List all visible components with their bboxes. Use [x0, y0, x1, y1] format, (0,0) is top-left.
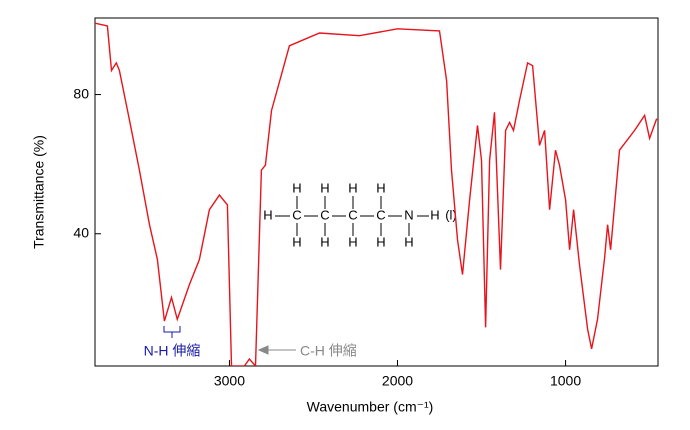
plot-frame: [94, 17, 659, 367]
x-tick-label: 1000: [550, 373, 581, 389]
atom: H: [292, 234, 301, 249]
atom: H: [348, 180, 357, 195]
atom: C: [348, 207, 357, 222]
ch-annotation: C-H 伸縮: [300, 343, 357, 359]
y-tick-label: 80: [73, 85, 89, 101]
atom: N: [404, 207, 413, 222]
ch-arrow: [257, 345, 296, 355]
x-tick-label: 3000: [214, 373, 245, 389]
y-tick-label: 40: [73, 224, 89, 240]
atom: H: [404, 234, 413, 249]
atom: H: [430, 207, 439, 222]
atom: C: [376, 207, 385, 222]
atom: H: [320, 180, 329, 195]
nh-annotation: N-H 伸縮: [144, 343, 201, 359]
y-axis-label: Transmittance (%): [31, 135, 47, 249]
x-tick-label: 2000: [382, 373, 413, 389]
atom: H: [376, 180, 385, 195]
molecule-state: (l): [445, 207, 457, 222]
nh-bracket: [163, 326, 181, 338]
atom: H: [376, 234, 385, 249]
atom: C: [292, 207, 301, 222]
atom: H: [292, 180, 301, 195]
atom: C: [320, 207, 329, 222]
x-axis-label: Wavenumber (cm⁻¹): [307, 399, 434, 415]
atom: H: [263, 207, 272, 222]
atom: H: [348, 234, 357, 249]
atom: H: [320, 234, 329, 249]
spectrum-line: [95, 22, 658, 366]
molecule-bonds: [275, 196, 429, 236]
